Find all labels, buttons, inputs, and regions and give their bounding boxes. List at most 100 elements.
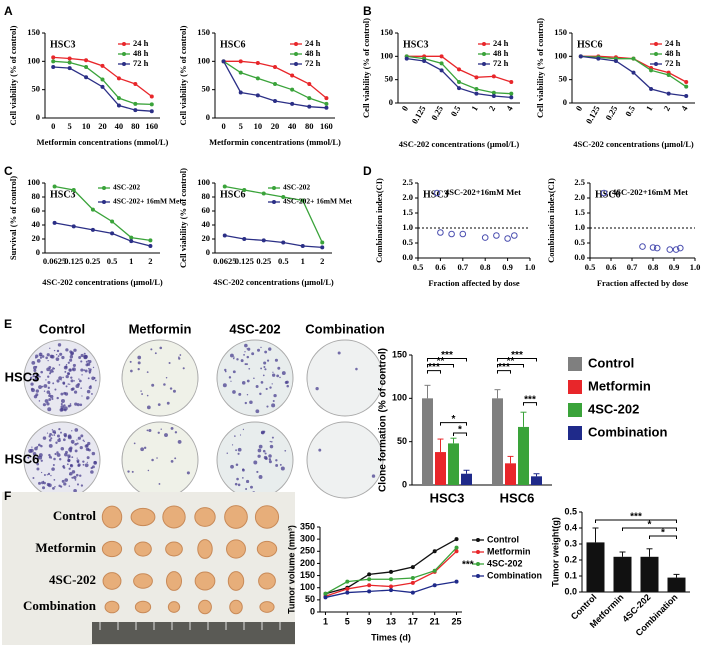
colony [58,484,61,488]
data-point [148,238,153,243]
colony [47,483,52,488]
legend-marker [433,189,441,197]
colony [237,452,240,455]
colony [131,470,134,473]
colony [92,366,95,369]
significance: * [648,520,652,531]
y-tick-label: 50 [305,594,315,604]
colony [41,355,45,358]
data-point [578,54,583,59]
colony [29,376,33,380]
colony [182,367,185,370]
colony [83,355,88,360]
colony [50,474,52,477]
colony [60,398,65,403]
row-label: Combination [23,598,97,613]
colony [83,440,85,443]
colony [85,360,88,363]
colony [64,370,67,373]
data-point [255,61,260,66]
colony [27,456,30,459]
colony [76,460,80,464]
x-tick-label: 0 [51,121,55,131]
colony [269,386,272,389]
colony [275,459,278,462]
colony [280,466,285,471]
tumor [101,505,123,529]
colony [89,385,92,388]
data-point [273,65,277,69]
colony [315,387,319,391]
colony [68,467,71,470]
colony [151,458,154,462]
colony [245,487,248,490]
x-tick-label: 4 [504,103,515,112]
colony [271,383,273,385]
x-tick-label: 13 [386,616,396,626]
colony [35,354,39,358]
data-point [672,246,680,253]
colony [69,403,72,405]
legend-label: 72 h [133,58,149,68]
colony [137,355,142,360]
colony [49,347,51,349]
x-tick-label: 1 [129,256,133,266]
x-tick-label: 1 [323,616,328,626]
colony [72,442,74,444]
colony [276,374,280,378]
colony [41,481,45,485]
colony [133,442,136,445]
colony [71,387,75,391]
legend-marker [476,538,480,542]
y-tick-label: 60 [202,205,211,215]
colony [245,363,248,366]
data-point [238,59,243,64]
y-axis-label: Survival (% of control) [8,176,18,260]
legend-marker [294,52,298,56]
row-label: Control [53,508,96,523]
x-tick-label: 1.0 [525,262,536,272]
colony [61,479,65,483]
colony [234,482,238,486]
colony [67,383,70,385]
colony [71,430,73,432]
colony [38,400,41,402]
colony [74,449,78,453]
legend-label: 48 h [665,48,681,58]
colony [156,457,158,459]
data-point [613,59,618,63]
data-point [242,188,247,192]
colony [94,379,97,382]
data-point [493,232,500,239]
x-tick-label: 0.9 [669,262,680,272]
colony [146,371,149,373]
colony [47,375,50,378]
colony [78,355,82,359]
data-point [410,565,415,570]
y-tick-label: 80 [202,191,211,201]
colony [166,401,170,405]
y-tick-label: 0 [389,97,393,107]
colony [146,394,149,397]
colony [85,447,90,452]
colony [46,390,51,394]
x-tick-label: 0.8 [648,262,659,272]
y-axis-label: Tumor weight(g) [550,517,560,587]
bar [461,473,472,485]
colony [231,444,234,446]
colony [263,361,267,365]
data-point [432,549,437,554]
colony [63,482,67,486]
colony [36,462,40,466]
data-point [345,586,350,591]
colony [230,464,234,469]
colony [242,468,245,471]
x-tick-label: 40 [115,121,124,131]
colony [279,463,282,466]
colony [51,467,55,471]
colony [160,428,162,430]
significance-bracket [440,422,467,426]
colony [40,354,42,357]
colony [355,367,358,371]
